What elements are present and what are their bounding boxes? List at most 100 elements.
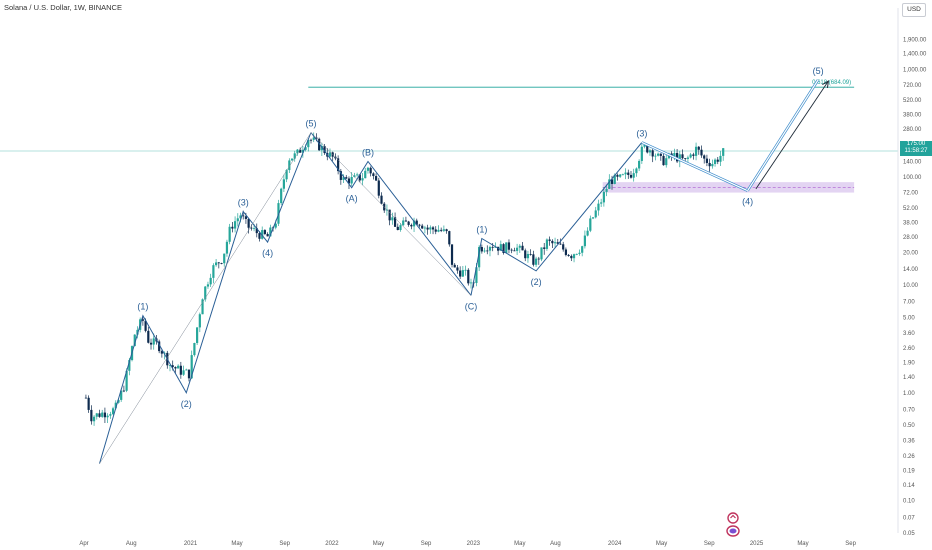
candle-body: [445, 229, 448, 232]
candle-body: [513, 250, 516, 252]
candle-body: [494, 246, 497, 248]
candle-body: [318, 138, 321, 151]
candle-body: [204, 286, 207, 300]
projection-arrow-line: [755, 80, 829, 190]
candle-body: [90, 409, 93, 422]
y-tick-label: 10.00: [903, 283, 919, 289]
candle-body: [236, 218, 239, 222]
wave-label: (1): [476, 224, 487, 234]
candle-body: [98, 413, 101, 417]
y-tick-label: 72.00: [903, 191, 919, 197]
x-tick-label: May: [514, 541, 525, 547]
candle-body: [353, 175, 356, 177]
candle-body: [703, 155, 706, 159]
candle-body: [87, 397, 90, 410]
candle-body: [309, 139, 313, 141]
y-tick-label: 1.00: [903, 391, 915, 397]
candle-body: [347, 178, 351, 184]
y-tick-label: 0.50: [903, 423, 915, 429]
candle-body: [266, 233, 269, 237]
y-tick-label: 520.00: [903, 98, 922, 104]
candle-body: [339, 171, 342, 180]
candle-body: [697, 146, 700, 150]
candle-body: [713, 159, 717, 165]
candle-body: [616, 174, 619, 177]
candle-body: [144, 320, 147, 331]
candle-body: [575, 253, 578, 255]
candle-body: [228, 226, 231, 242]
fib-618-label: 0.618 (684.09): [812, 80, 851, 86]
candle-body: [689, 154, 692, 158]
candle-body: [255, 228, 258, 234]
candle-body: [299, 149, 302, 153]
y-tick-label: 14.00: [903, 267, 919, 273]
current-price-tag: 175.00 11:58:27: [900, 141, 932, 156]
brand-logo-icon[interactable]: [725, 512, 741, 538]
candle-body: [122, 390, 126, 392]
candle-body: [242, 215, 245, 217]
candle-body: [258, 233, 261, 239]
candle-body: [646, 144, 649, 153]
candle-body: [570, 255, 573, 259]
candle-body: [521, 245, 524, 251]
candle-body: [613, 174, 616, 184]
candle-body: [461, 270, 464, 277]
candle-body: [337, 158, 340, 172]
candle-body: [694, 146, 698, 156]
candle-body: [488, 246, 492, 251]
y-tick-label: 0.10: [903, 499, 915, 505]
candle-body: [261, 230, 264, 239]
candle-body: [475, 267, 478, 283]
candle-body: [388, 209, 391, 221]
candle-body: [201, 299, 204, 315]
candle-body: [491, 246, 494, 248]
currency-button[interactable]: USD: [902, 3, 926, 17]
y-tick-label: 28.00: [903, 235, 919, 241]
candle-body: [507, 242, 511, 250]
wave-label: (A): [346, 194, 358, 204]
candle-body: [393, 217, 397, 227]
x-tick-label: May: [373, 541, 384, 547]
y-tick-label: 0.19: [903, 469, 915, 475]
candle-body: [548, 239, 551, 241]
candle-body: [594, 210, 597, 218]
x-tick-label: 2023: [467, 541, 481, 547]
candle-body: [160, 351, 163, 354]
candle-body: [95, 413, 98, 417]
x-tick-label: May: [231, 541, 242, 547]
candle-body: [350, 176, 353, 184]
candle-body: [621, 174, 624, 176]
wave-label: (5): [306, 118, 317, 128]
candle-body: [665, 158, 668, 166]
y-tick-label: 3.60: [903, 331, 915, 337]
y-tick-label: 0.14: [903, 483, 915, 489]
candle-body: [244, 216, 248, 219]
candle-body: [290, 158, 294, 161]
candle-body: [312, 137, 315, 140]
candle-body: [605, 189, 608, 192]
candle-body: [106, 415, 109, 418]
candle-body: [431, 227, 435, 230]
candle-body: [391, 217, 394, 221]
x-tick-label: 2021: [184, 541, 198, 547]
candle-body: [185, 369, 188, 371]
candle-body: [345, 177, 348, 179]
candle-body: [171, 365, 174, 368]
elliott-wave-cycle-2: [470, 142, 643, 296]
y-tick-label: 280.00: [903, 127, 922, 133]
candle-body: [152, 338, 155, 345]
candle-body: [404, 220, 408, 222]
y-tick-label: 5.00: [903, 315, 915, 321]
candle-body: [469, 282, 473, 284]
y-tick-label: 380.00: [903, 113, 922, 119]
candle-body: [323, 145, 326, 154]
candle-body: [564, 249, 568, 255]
x-tick-label: Aug: [126, 541, 137, 547]
y-tick-label: 52.00: [903, 206, 919, 212]
candle-body: [147, 330, 150, 343]
candle-body: [722, 148, 725, 156]
candle-body: [499, 244, 502, 251]
y-tick-label: 38.00: [903, 220, 919, 226]
candle-body: [418, 224, 421, 226]
